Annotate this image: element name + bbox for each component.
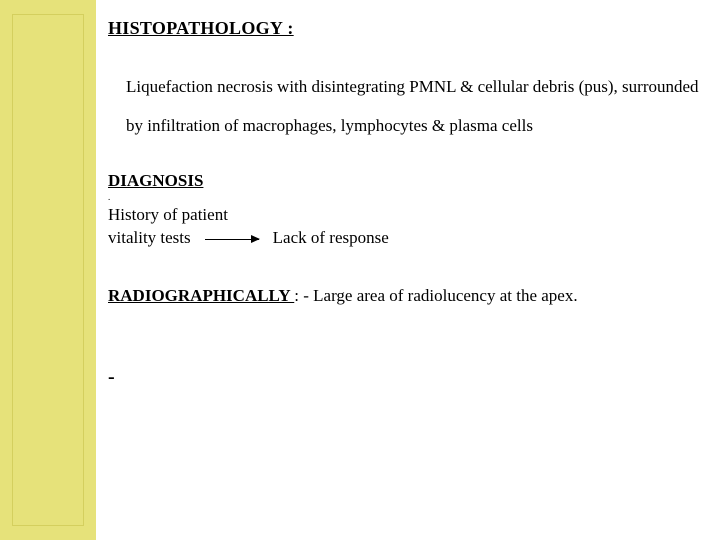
- histopathology-heading: HISTOPATHOLOGY :: [108, 18, 708, 39]
- diagnosis-heading: DIAGNOSIS: [108, 171, 708, 191]
- left-decor-band: [0, 0, 96, 540]
- radiographically-label: RADIOGRAPHICALLY: [108, 286, 294, 305]
- lack-of-response-label: Lack of response: [273, 227, 389, 250]
- diagnosis-line-2: vitality tests Lack of response: [108, 227, 708, 250]
- diagnosis-block: History of patient vitality tests Lack o…: [108, 204, 708, 250]
- arrow-icon: [205, 239, 259, 240]
- histopathology-body: Liquefaction necrosis with disintegratin…: [126, 67, 708, 145]
- radiographically-line: RADIOGRAPHICALLY : - Large area of radio…: [108, 286, 708, 306]
- trailing-dash: -: [108, 366, 708, 389]
- small-dot: .: [108, 193, 708, 202]
- vitality-tests-label: vitality tests: [108, 227, 191, 250]
- radiographically-text: : - Large area of radiolucency at the ap…: [294, 286, 577, 305]
- diagnosis-line-1: History of patient: [108, 204, 708, 227]
- left-decor-band-inner: [12, 14, 84, 526]
- slide-content: HISTOPATHOLOGY : Liquefaction necrosis w…: [108, 18, 708, 389]
